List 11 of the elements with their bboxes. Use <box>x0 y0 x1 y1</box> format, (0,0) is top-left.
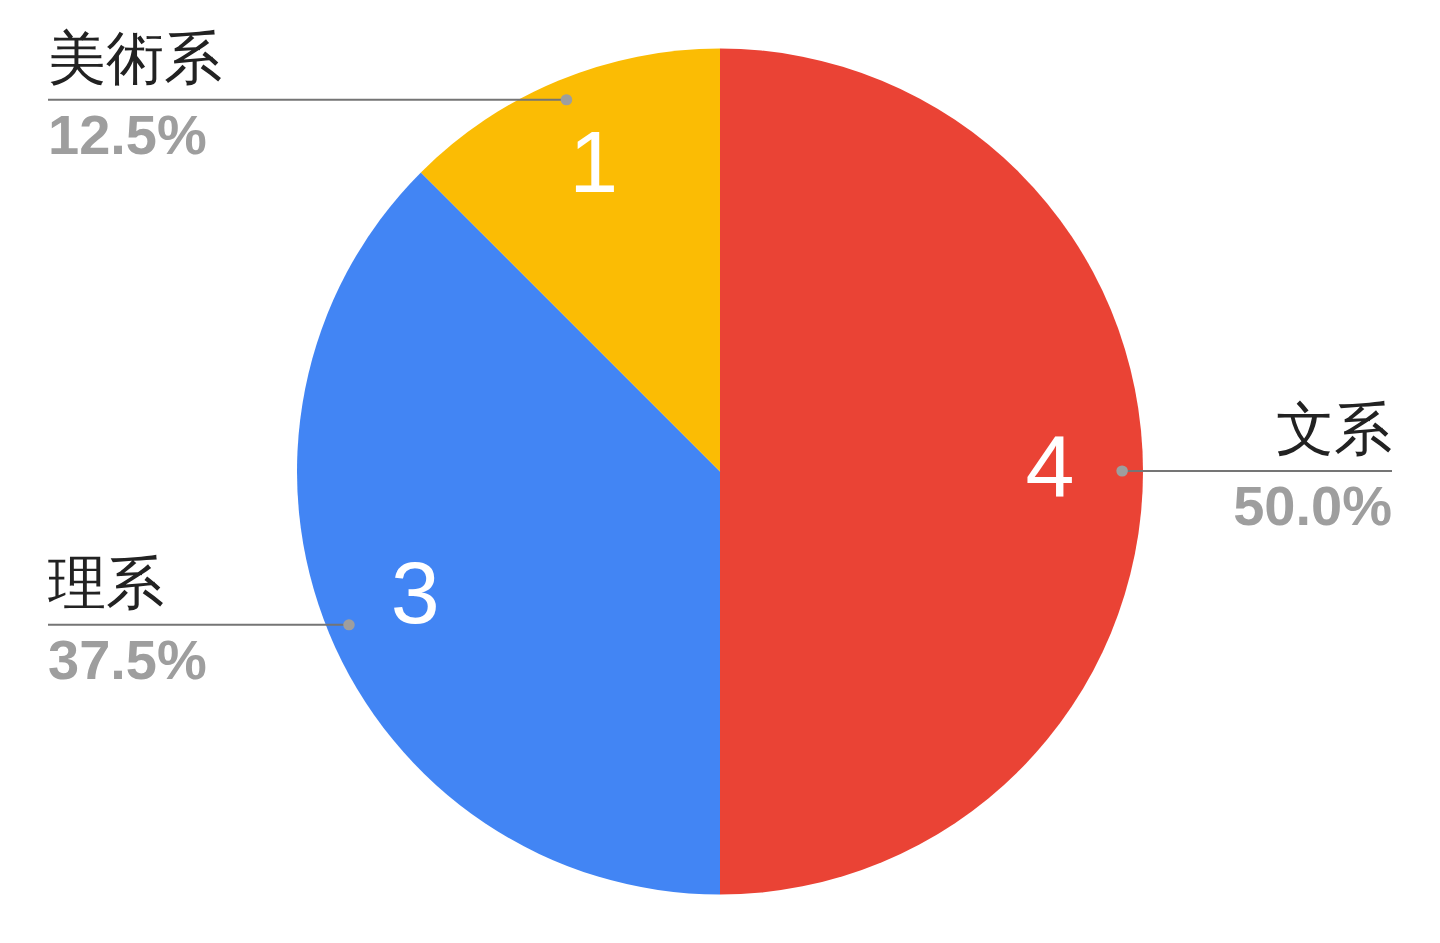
data-label: 50.0% <box>1233 474 1392 537</box>
text: 1 <box>569 112 619 212</box>
slice-label: 理系 <box>48 549 164 615</box>
text: 3 <box>390 543 440 643</box>
pie-slice <box>420 48 720 472</box>
text: 4 <box>1025 417 1075 516</box>
slice-label: 文系 <box>1276 396 1392 461</box>
data-label: 12.5% <box>48 102 207 166</box>
pie-slice <box>720 48 1143 895</box>
slice-label: 美術系 <box>48 24 222 90</box>
data-label: 37.5% <box>48 627 207 691</box>
